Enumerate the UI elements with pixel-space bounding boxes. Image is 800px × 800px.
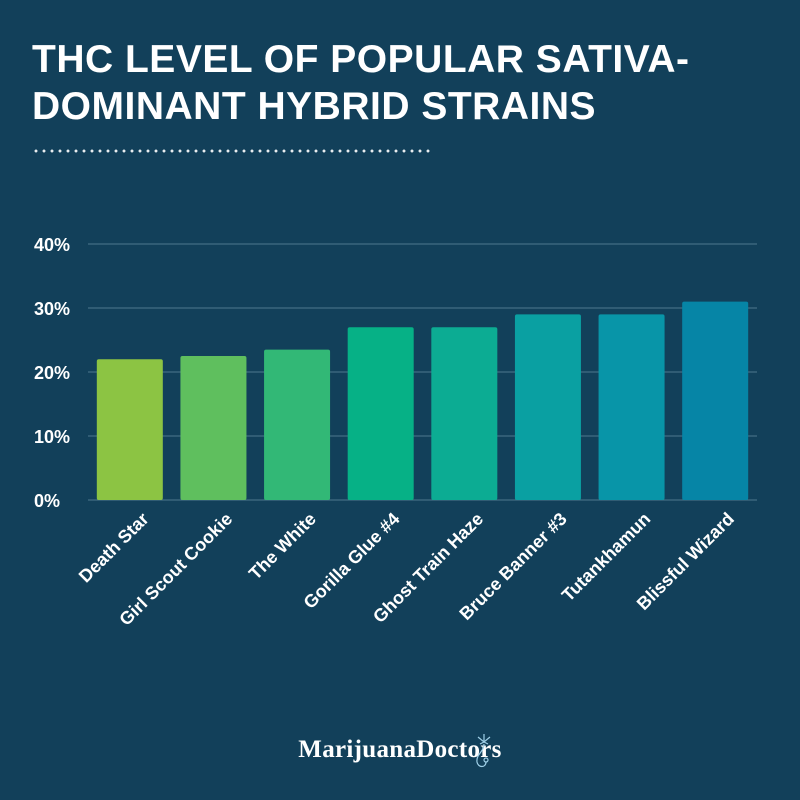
leaf-stethoscope-icon (476, 734, 491, 768)
bar (598, 314, 665, 500)
brand-logo: MarijuanaDoctors (0, 734, 800, 768)
bar (514, 314, 581, 500)
bar (682, 301, 749, 500)
chart-title-line-2: DOMINANT HYBRID STRAINS (32, 85, 596, 128)
y-tick-label: 30% (34, 299, 70, 319)
chart-title: THC LEVEL OF POPULAR SATIVA- DOMINANT HY… (32, 36, 772, 130)
bar (264, 349, 331, 500)
y-tick-label: 0% (34, 491, 60, 511)
x-tick-label: The White (245, 509, 320, 584)
x-tick-label: Death Star (75, 509, 153, 587)
x-tick-label: Tutankhamun (558, 509, 655, 606)
bar (96, 359, 163, 500)
y-tick-label: 40% (34, 235, 70, 255)
brand-name-part-1: Marijuana (298, 736, 417, 763)
y-tick-label: 10% (34, 427, 70, 447)
dotted-divider (32, 148, 432, 154)
y-tick-label: 20% (34, 363, 70, 383)
bar (347, 327, 414, 500)
chart-title-line-1: THC LEVEL OF POPULAR SATIVA- (32, 38, 690, 81)
bar (180, 356, 247, 500)
bar (431, 327, 498, 500)
